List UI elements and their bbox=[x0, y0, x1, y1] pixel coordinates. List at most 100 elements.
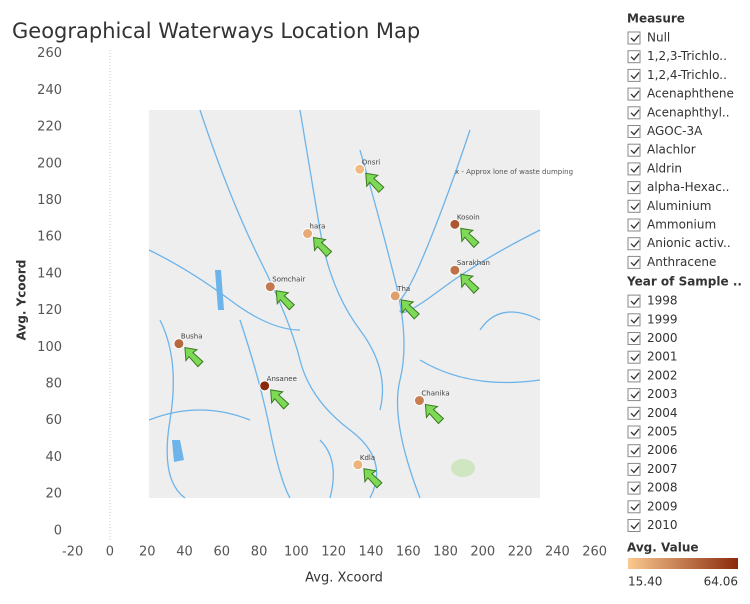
checkbox[interactable] bbox=[627, 199, 641, 213]
filter-item[interactable]: 2001 bbox=[647, 350, 678, 364]
x-tick-label: 160 bbox=[396, 545, 421, 560]
checkbox[interactable] bbox=[627, 369, 641, 383]
checkbox[interactable] bbox=[627, 462, 641, 476]
x-tick-label: 240 bbox=[545, 545, 570, 560]
filter-item[interactable]: alpha-Hexac.. bbox=[647, 180, 729, 194]
checkbox[interactable] bbox=[627, 125, 641, 138]
checkmark bbox=[630, 90, 640, 99]
filter-item[interactable]: 1999 bbox=[647, 312, 678, 326]
checkbox[interactable] bbox=[627, 388, 641, 402]
checkmark bbox=[630, 465, 640, 474]
point bbox=[264, 281, 276, 293]
checkbox[interactable] bbox=[627, 237, 641, 251]
filter-item[interactable]: 2006 bbox=[647, 443, 678, 457]
filter-item[interactable]: AGOC-3A bbox=[647, 124, 703, 138]
checkmark bbox=[630, 428, 640, 436]
point-label: Kdla bbox=[360, 454, 375, 462]
filter-item[interactable]: 2010 bbox=[647, 518, 678, 532]
pointer-arrow bbox=[270, 389, 290, 410]
filter-item[interactable]: 1,2,4-Trichlo.. bbox=[647, 68, 727, 82]
filter-item[interactable]: 2009 bbox=[647, 499, 678, 513]
checkbox[interactable] bbox=[627, 181, 641, 195]
checkbox[interactable] bbox=[627, 255, 641, 269]
checkbox[interactable] bbox=[627, 350, 641, 364]
filter-item[interactable]: 2002 bbox=[647, 368, 678, 382]
filter-item[interactable]: Aldrin bbox=[647, 161, 682, 175]
point bbox=[413, 395, 425, 407]
filter-item[interactable]: 2008 bbox=[647, 481, 678, 495]
point bbox=[173, 338, 185, 350]
filter-item[interactable]: Acenaphthene bbox=[647, 87, 734, 101]
checkbox[interactable] bbox=[627, 68, 641, 82]
x-tick-label: 0 bbox=[106, 545, 114, 560]
x-tick-label: 100 bbox=[284, 545, 309, 560]
point bbox=[259, 380, 271, 392]
x-tick-label: 60 bbox=[214, 545, 231, 560]
x-tick-label: 260 bbox=[582, 545, 607, 560]
checkmark bbox=[630, 391, 640, 399]
x-tick-label: 20 bbox=[139, 545, 156, 560]
filter-item[interactable]: Ammonium bbox=[647, 218, 716, 232]
checkbox[interactable] bbox=[627, 313, 641, 327]
filter-item[interactable]: 2007 bbox=[647, 462, 678, 476]
checkbox[interactable] bbox=[627, 218, 641, 232]
filter-item[interactable]: Aluminium bbox=[647, 199, 711, 213]
filter-item[interactable]: Anthracene bbox=[647, 255, 716, 269]
checkbox[interactable] bbox=[627, 106, 641, 120]
checkbox[interactable] bbox=[627, 162, 641, 176]
pointer-arrow bbox=[460, 227, 480, 249]
pointer-arrow bbox=[275, 290, 295, 311]
y-tick-label: 20 bbox=[45, 487, 62, 502]
checkbox[interactable] bbox=[627, 87, 641, 101]
pointer-arrow bbox=[363, 468, 383, 489]
checkbox[interactable] bbox=[627, 332, 641, 345]
checkbox[interactable] bbox=[627, 481, 641, 495]
checkbox[interactable] bbox=[627, 294, 641, 308]
checkbox[interactable] bbox=[627, 50, 641, 64]
checkbox[interactable] bbox=[627, 31, 641, 45]
checkmark bbox=[630, 372, 640, 380]
x-tick-label: 40 bbox=[176, 545, 193, 560]
point-label: Chanika bbox=[421, 390, 449, 398]
filter-item[interactable]: 1,2,3-Trichlo.. bbox=[647, 49, 727, 63]
x-tick-label: 80 bbox=[251, 545, 268, 560]
point-label: Sarakhan bbox=[457, 259, 490, 267]
checkmark bbox=[630, 258, 640, 267]
checkbox[interactable] bbox=[627, 406, 641, 420]
checkmark bbox=[630, 503, 640, 511]
legend-max: 64.06 bbox=[704, 575, 738, 589]
filter-item[interactable]: 1998 bbox=[647, 294, 678, 308]
y-tick-label: 120 bbox=[37, 303, 62, 318]
filter-item[interactable]: 2003 bbox=[647, 387, 678, 401]
checkbox[interactable] bbox=[627, 519, 641, 532]
checkmark bbox=[630, 297, 640, 306]
checkmark bbox=[630, 409, 640, 418]
filter-item[interactable]: 2005 bbox=[647, 425, 678, 439]
pointer-arrow bbox=[460, 273, 480, 294]
checkbox[interactable] bbox=[627, 143, 641, 157]
filter-item[interactable]: Alachlor bbox=[647, 143, 696, 157]
filter-item[interactable]: 2000 bbox=[647, 331, 678, 345]
filter-item[interactable]: Anionic activ.. bbox=[647, 236, 731, 250]
point-label: Tha bbox=[396, 285, 410, 293]
point bbox=[449, 264, 461, 276]
checkmark bbox=[630, 71, 640, 80]
filter-item[interactable]: Acenaphthyl.. bbox=[647, 105, 730, 119]
map-background bbox=[148, 109, 541, 499]
point-label: Onsri bbox=[362, 158, 380, 166]
point-label: Busha bbox=[181, 333, 203, 341]
point-label: Ansanee bbox=[267, 375, 297, 383]
checkmark bbox=[630, 353, 640, 362]
checkbox[interactable] bbox=[627, 444, 641, 458]
checkbox[interactable] bbox=[627, 425, 641, 439]
y-tick-label: 240 bbox=[37, 83, 62, 98]
filter-item[interactable]: 2004 bbox=[647, 406, 678, 420]
checkbox[interactable] bbox=[627, 500, 641, 514]
checkmark bbox=[630, 202, 640, 211]
pointer-arrow bbox=[400, 299, 420, 320]
x-tick-label: -20 bbox=[62, 545, 83, 560]
y-tick-label: 260 bbox=[37, 46, 62, 61]
filter-title: Measure bbox=[627, 12, 685, 26]
filter-item[interactable]: Null bbox=[647, 31, 670, 45]
y-tick-label: 220 bbox=[37, 120, 62, 135]
